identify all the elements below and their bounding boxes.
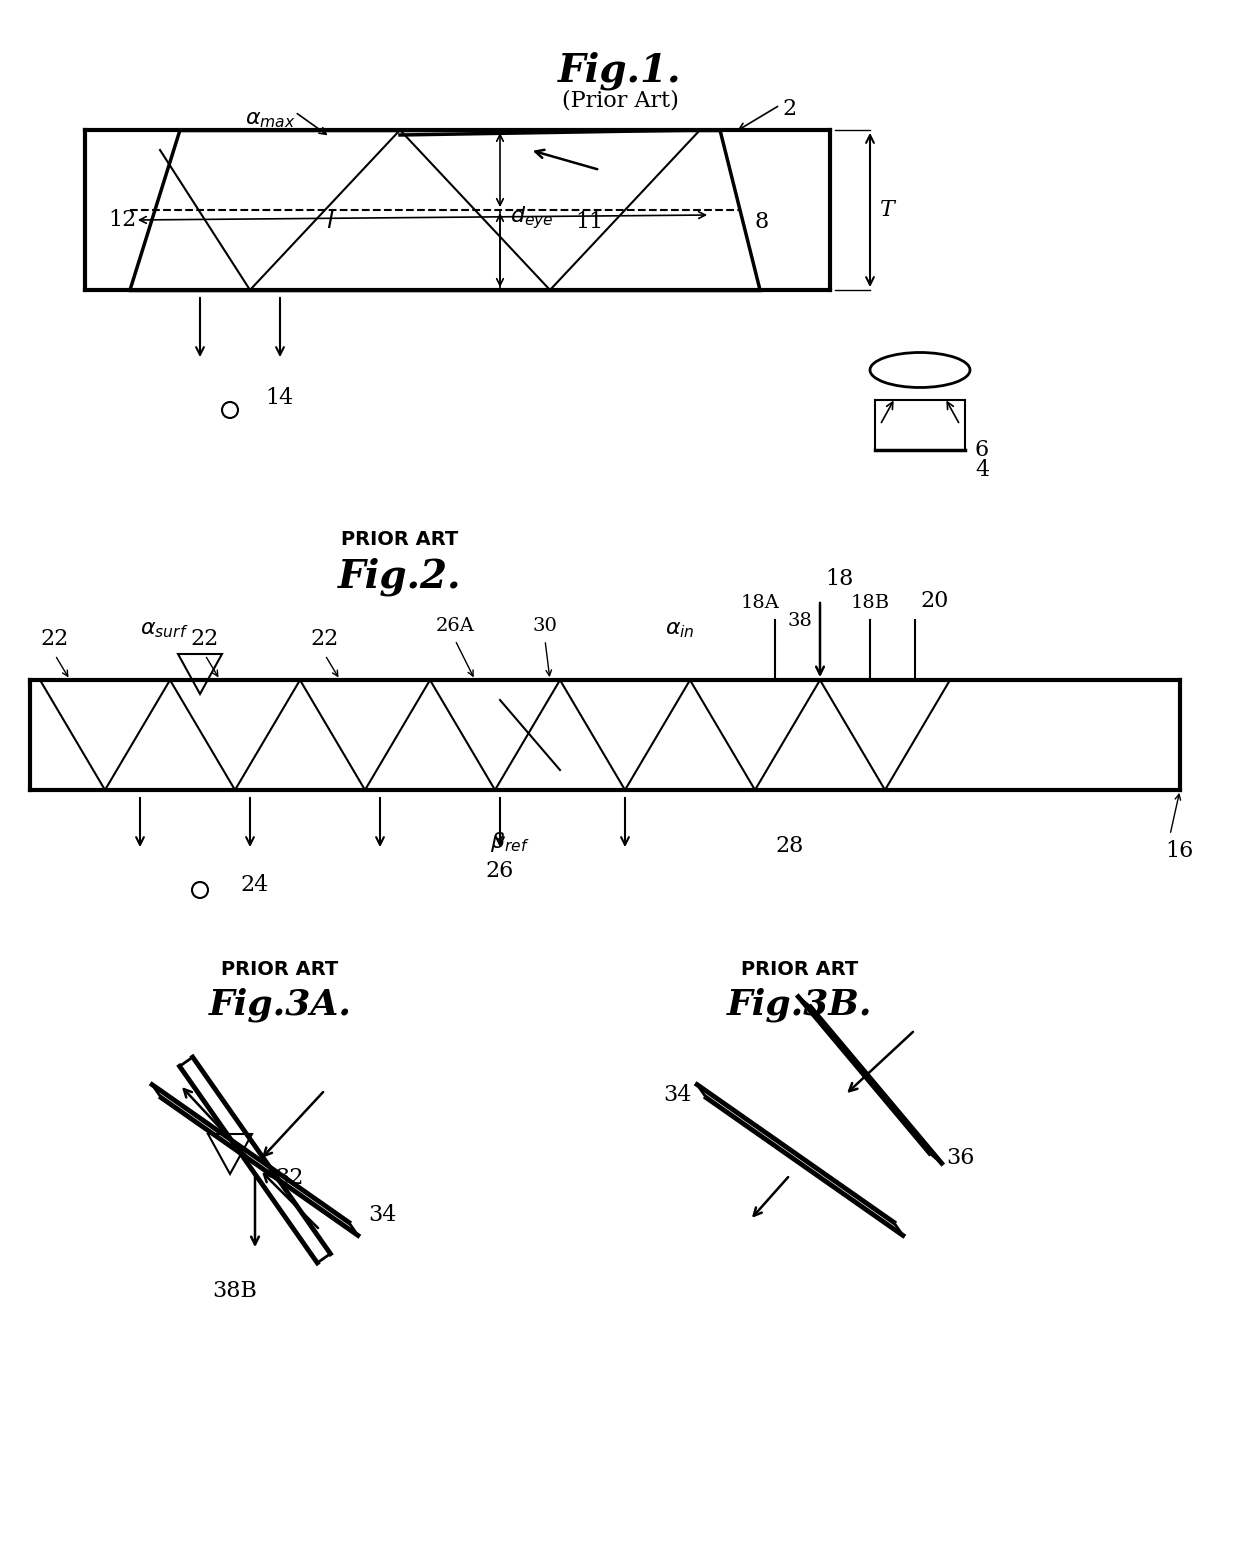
Text: 12: 12	[108, 210, 136, 231]
Text: Fig.3B.: Fig.3B.	[727, 988, 873, 1023]
Text: 11: 11	[575, 211, 603, 233]
Text: 34: 34	[368, 1204, 397, 1226]
Text: 8: 8	[755, 211, 769, 233]
Text: 18: 18	[825, 568, 853, 590]
Text: $\beta_{ref}$: $\beta_{ref}$	[490, 830, 529, 854]
Text: Fig.3A.: Fig.3A.	[208, 988, 351, 1023]
Text: 32: 32	[275, 1167, 304, 1189]
Text: 36: 36	[946, 1146, 975, 1170]
Text: 6: 6	[975, 439, 990, 461]
Text: Fig.1.: Fig.1.	[558, 52, 682, 91]
Text: 34: 34	[663, 1084, 692, 1106]
Text: 14: 14	[265, 386, 293, 410]
Text: (Prior Art): (Prior Art)	[562, 91, 678, 113]
Text: 18A: 18A	[740, 594, 780, 612]
Text: 20: 20	[920, 590, 949, 612]
Text: 28: 28	[776, 835, 805, 857]
Text: PRIOR ART: PRIOR ART	[341, 530, 459, 549]
Text: 38B: 38B	[212, 1279, 258, 1301]
Text: 22: 22	[311, 629, 339, 651]
Text: 38: 38	[787, 612, 812, 630]
Text: 18B: 18B	[851, 594, 889, 612]
Text: 26: 26	[486, 860, 515, 882]
Text: 2: 2	[782, 99, 797, 120]
Text: 4: 4	[975, 458, 990, 482]
Text: $d_{eye}$: $d_{eye}$	[510, 205, 554, 231]
Text: PRIOR ART: PRIOR ART	[742, 960, 858, 979]
Text: 22: 22	[191, 629, 219, 651]
Text: 16: 16	[1166, 840, 1193, 862]
Text: 30: 30	[532, 618, 558, 635]
Text: $\alpha_{in}$: $\alpha_{in}$	[665, 618, 694, 640]
Text: PRIOR ART: PRIOR ART	[222, 960, 339, 979]
Text: T: T	[880, 199, 895, 221]
Text: 26A: 26A	[435, 618, 475, 635]
Text: $\alpha_{surf}$: $\alpha_{surf}$	[140, 618, 188, 640]
Text: $l$: $l$	[326, 211, 335, 233]
Text: Fig.2.: Fig.2.	[339, 558, 461, 596]
Text: 24: 24	[241, 874, 268, 896]
Text: 22: 22	[41, 629, 69, 651]
Text: $\alpha_{max}$: $\alpha_{max}$	[246, 108, 295, 130]
